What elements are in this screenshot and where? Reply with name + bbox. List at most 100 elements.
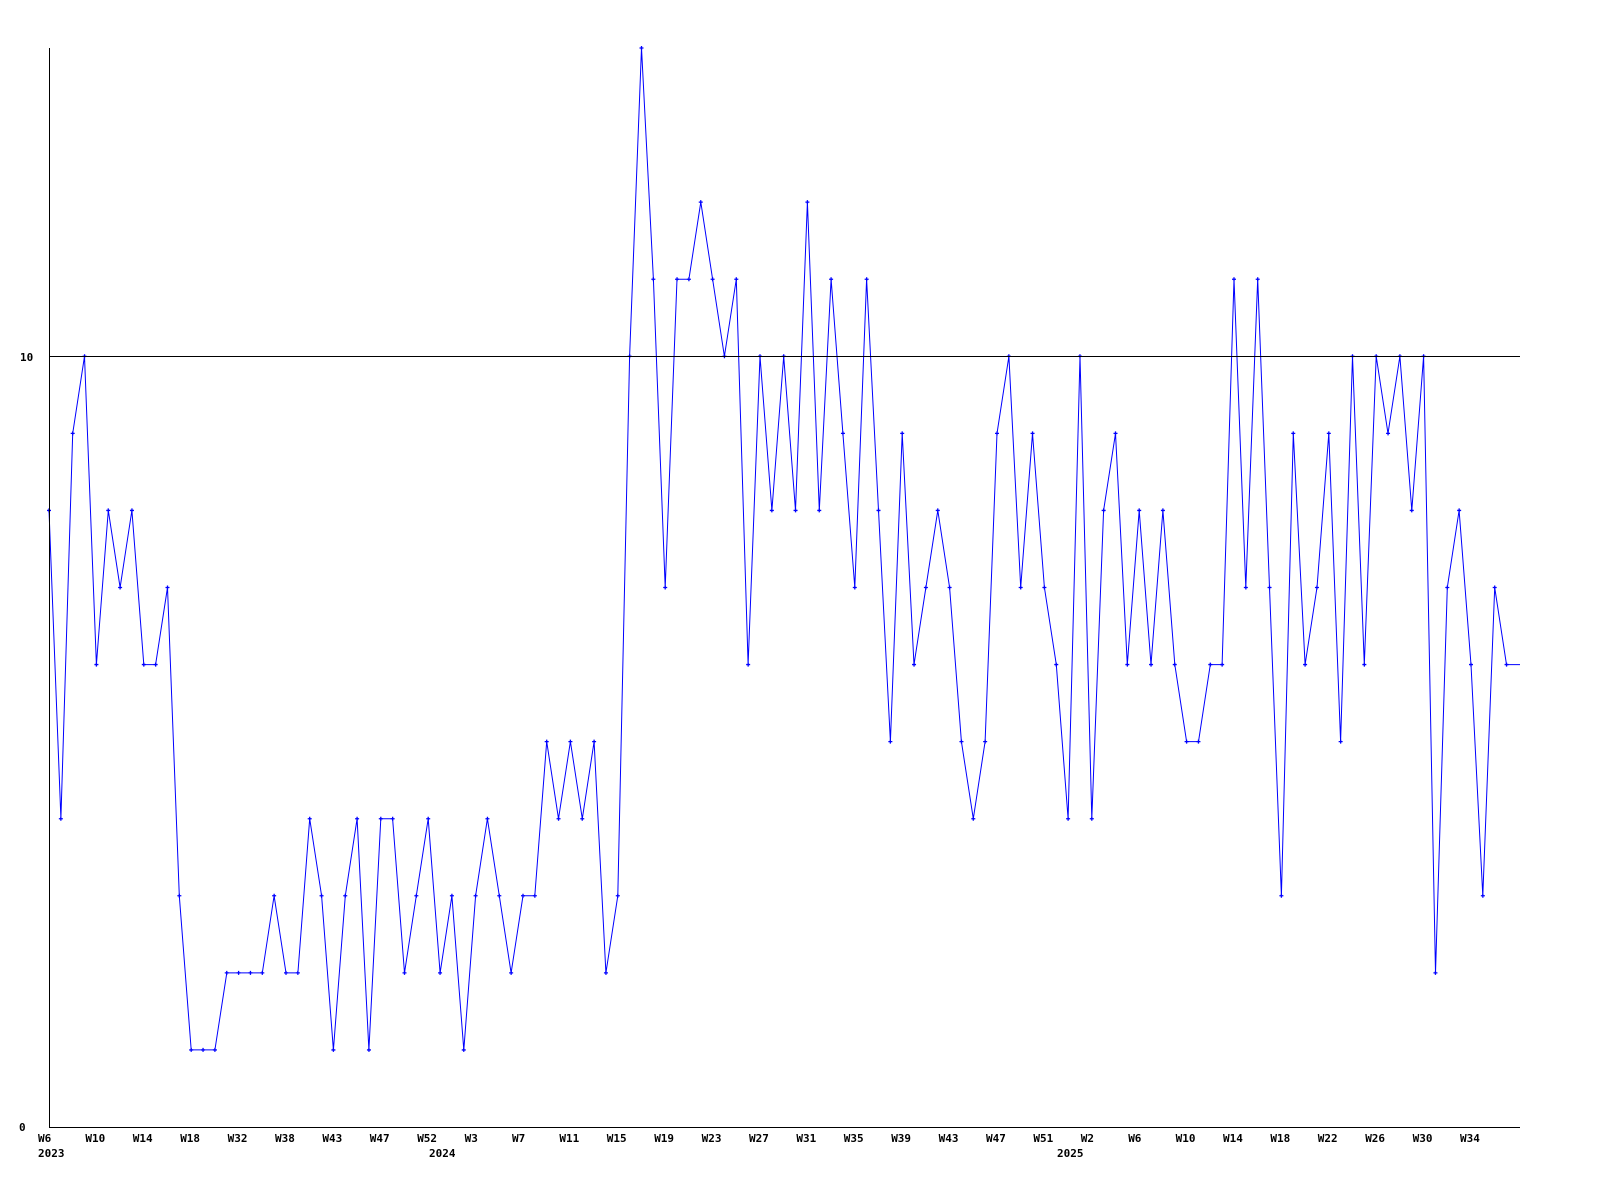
- data-point-52: [663, 585, 668, 590]
- x-tick-label: W3: [465, 1132, 478, 1145]
- data-point-104: [1279, 893, 1284, 898]
- x-tick-label: W2: [1081, 1132, 1094, 1145]
- data-point-89: [1101, 508, 1106, 513]
- x-tick-labels: W6 W10 W14 W18 W32 W38 W43 W47 W52 W3 W7 W11 W15 W19 W…: [38, 1132, 1480, 1145]
- x-tick-label: W30: [1413, 1132, 1433, 1145]
- data-point-13: [201, 1047, 206, 1052]
- data-point-102: [1255, 277, 1260, 282]
- data-point-74: [923, 585, 928, 590]
- data-point-65: [817, 508, 822, 513]
- series-marks: [47, 46, 1520, 1052]
- data-point-4: [94, 662, 99, 667]
- data-point-68: [852, 585, 857, 590]
- data-point-42: [544, 739, 549, 744]
- data-point-70: [876, 508, 881, 513]
- data-point-108: [1326, 431, 1331, 436]
- data-point-121: [1480, 893, 1485, 898]
- data-point-22: [307, 816, 312, 821]
- data-point-71: [888, 739, 893, 744]
- data-point-33: [438, 970, 443, 975]
- year-label: 2025: [1057, 1147, 1084, 1160]
- x-tick-label: W51: [1033, 1132, 1053, 1145]
- data-point-82: [1018, 585, 1023, 590]
- data-point-66: [829, 277, 834, 282]
- data-point-67: [840, 431, 845, 436]
- data-point-101: [1243, 585, 1248, 590]
- data-point-84: [1042, 585, 1047, 590]
- data-point-2: [70, 431, 75, 436]
- x-tick-label: W43: [939, 1132, 959, 1145]
- data-point-115: [1409, 508, 1414, 513]
- x-tick-label: W6: [1128, 1132, 1142, 1145]
- y-tick-label-10: 10: [20, 351, 33, 364]
- data-point-24: [331, 1047, 336, 1052]
- year-label: 2024: [429, 1147, 456, 1160]
- data-point-85: [1054, 662, 1059, 667]
- x-tick-label: W43: [322, 1132, 342, 1145]
- data-point-86: [1066, 816, 1071, 821]
- data-point-31: [414, 893, 419, 898]
- x-tick-label: W18: [1270, 1132, 1290, 1145]
- x-tick-label: W10: [1176, 1132, 1196, 1145]
- data-point-1: [58, 816, 63, 821]
- data-point-107: [1314, 585, 1319, 590]
- data-point-28: [378, 816, 383, 821]
- data-point-88: [1089, 816, 1094, 821]
- data-point-91: [1125, 662, 1130, 667]
- data-point-106: [1303, 662, 1308, 667]
- x-tick-label: W34: [1460, 1132, 1480, 1145]
- data-point-119: [1457, 508, 1462, 513]
- data-point-77: [959, 739, 964, 744]
- data-point-118: [1445, 585, 1450, 590]
- data-point-99: [1220, 662, 1225, 667]
- x-tick-label: W18: [180, 1132, 200, 1145]
- data-point-50: [639, 46, 644, 50]
- data-point-29: [390, 816, 395, 821]
- x-tick-label: W26: [1365, 1132, 1385, 1145]
- x-tick-label: W32: [228, 1132, 248, 1145]
- x-tick-label: W52: [417, 1132, 437, 1145]
- series-line: [48, 47, 1520, 1051]
- x-tick-label: W39: [891, 1132, 911, 1145]
- data-point-51: [651, 277, 656, 282]
- data-point-18: [260, 970, 265, 975]
- data-point-122: [1492, 585, 1497, 590]
- data-point-20: [284, 970, 288, 975]
- y-tick-label-0: 0: [19, 1121, 26, 1134]
- x-tick-label: W47: [986, 1132, 1006, 1145]
- data-point-93: [1149, 662, 1154, 667]
- data-point-16: [236, 970, 241, 975]
- data-point-98: [1208, 662, 1213, 667]
- year-label: 2023: [38, 1147, 65, 1160]
- data-point-123: [1504, 662, 1509, 667]
- data-point-63: [793, 508, 798, 513]
- data-point-44: [568, 739, 573, 744]
- x-tick-label: W23: [702, 1132, 722, 1145]
- data-point-39: [509, 970, 514, 975]
- data-point-32: [426, 816, 431, 821]
- data-point-37: [485, 816, 490, 821]
- data-point-11: [177, 893, 182, 898]
- data-point-94: [1160, 508, 1165, 513]
- data-point-6: [118, 585, 123, 590]
- data-point-9: [153, 662, 158, 667]
- data-point-96: [1184, 739, 1189, 744]
- data-point-26: [355, 816, 360, 821]
- data-point-72: [900, 431, 905, 436]
- data-point-97: [1196, 739, 1201, 744]
- data-point-103: [1267, 585, 1272, 590]
- data-point-79: [983, 739, 988, 744]
- data-point-58: [734, 277, 739, 282]
- data-point-83: [1030, 431, 1035, 436]
- data-point-41: [532, 893, 537, 898]
- year-labels: 2023 2024 2025: [38, 1147, 1084, 1160]
- data-point-15: [224, 970, 229, 975]
- data-point-78: [971, 816, 976, 821]
- x-tick-label: W11: [559, 1132, 579, 1145]
- data-point-34: [449, 893, 454, 898]
- x-tick-label: W38: [275, 1132, 295, 1145]
- data-point-95: [1172, 662, 1177, 667]
- data-point-30: [402, 970, 407, 975]
- x-tick-label: W6: [38, 1132, 52, 1145]
